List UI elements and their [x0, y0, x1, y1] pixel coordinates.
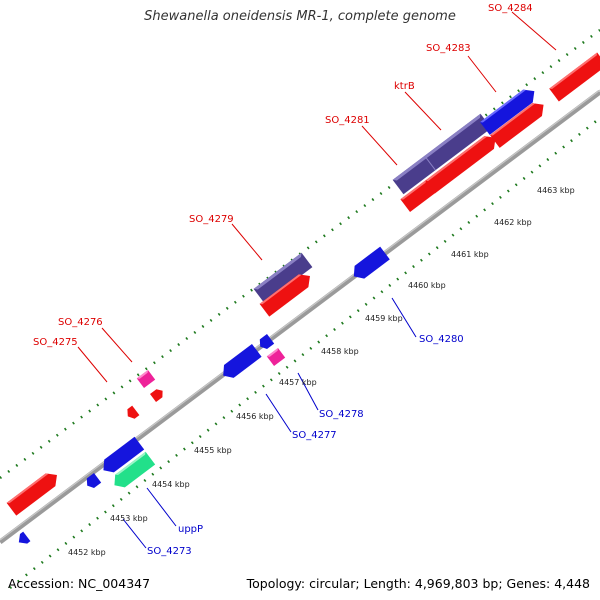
scale-label: 4455 kbp: [194, 446, 232, 455]
label-so4281[interactable]: SO_4281: [325, 115, 370, 126]
scale-label: 4459 kbp: [365, 314, 403, 323]
gene-blue-small[interactable]: [257, 333, 275, 351]
scale-label: 4463 kbp: [537, 186, 575, 195]
gene-red-4463[interactable]: [490, 98, 548, 148]
forward-strand-genes: [136, 85, 539, 389]
leader-ktrb: [404, 91, 442, 131]
gene-red-4456a[interactable]: [149, 387, 166, 403]
label-so4279[interactable]: SO_4279: [189, 214, 234, 225]
gene-blue-4453[interactable]: [84, 472, 102, 490]
leader-so4280: [391, 297, 417, 338]
genome-backbone-highlight: [0, 89, 600, 541]
label-uppp[interactable]: uppP: [178, 524, 203, 535]
label-so4283[interactable]: SO_4283: [426, 43, 471, 54]
scale-label: 4461 kbp: [451, 250, 489, 259]
gene-so4277[interactable]: [218, 343, 262, 382]
inner-tick-track: [9, 116, 600, 590]
leader-so4277: [265, 393, 292, 433]
map-title: Shewanella oneidensis MR-1, complete gen…: [144, 9, 456, 24]
genome-backbone: [0, 90, 600, 544]
gene-so4281-ktrb[interactable]: [392, 113, 492, 195]
label-ktrb[interactable]: ktrB: [394, 81, 415, 92]
gene-so4279[interactable]: [253, 252, 313, 304]
gene-red-4461[interactable]: [400, 179, 436, 213]
gene-so4273[interactable]: [15, 531, 31, 548]
leader-so4279: [231, 223, 263, 261]
scale-label: 4462 kbp: [494, 218, 532, 227]
leader-so4273: [122, 518, 147, 549]
label-so4273[interactable]: SO_4273: [147, 546, 192, 557]
leader-so4281: [361, 125, 398, 166]
gene-so4283[interactable]: [480, 85, 539, 135]
label-so4276[interactable]: SO_4276: [58, 317, 103, 328]
accession-text: Accession: NC_004347: [8, 576, 151, 591]
label-so4280[interactable]: SO_4280: [419, 334, 464, 345]
gene-red-4459[interactable]: [259, 270, 315, 317]
gene-labels: SO_4284 SO_4283 ktrB SO_4281 SO_4279 SO_…: [33, 3, 533, 557]
gene-so4278[interactable]: [266, 347, 286, 367]
gene-so4280[interactable]: [349, 246, 390, 283]
scale-label: 4453 kbp: [110, 514, 148, 523]
label-so4275[interactable]: SO_4275: [33, 337, 78, 348]
leader-so4275: [77, 346, 108, 383]
scale-label: 4454 kbp: [152, 480, 190, 489]
label-so4284[interactable]: SO_4284: [488, 3, 533, 14]
gene-red-4464[interactable]: [549, 52, 600, 102]
forward-strand-genes-inner: [6, 52, 600, 516]
label-so4278[interactable]: SO_4278: [319, 409, 364, 420]
label-so4277[interactable]: SO_4277: [292, 430, 337, 441]
scale-label: 4456 kbp: [236, 412, 274, 421]
gene-so4276[interactable]: [136, 369, 156, 389]
gene-red-4453[interactable]: [6, 469, 62, 516]
leader-lines: [77, 11, 557, 549]
reverse-strand-genes: [15, 246, 390, 548]
scale-label: 4458 kbp: [321, 347, 359, 356]
leader-so4284: [511, 11, 557, 51]
gene-uppp[interactable]: [110, 451, 156, 492]
leader-so4276: [101, 327, 133, 363]
gene-red-4462[interactable]: [425, 131, 500, 194]
genome-summary-text: Topology: circular; Length: 4,969,803 bp…: [246, 576, 590, 591]
gene-red-4455[interactable]: [124, 405, 140, 422]
scale-label: 4452 kbp: [68, 548, 106, 557]
gene-blue-4454[interactable]: [99, 436, 145, 477]
scale-labels: 4452 kbp 4453 kbp 4454 kbp 4455 kbp 4456…: [68, 186, 575, 557]
scale-label: 4457 kbp: [279, 378, 317, 387]
leader-so4283: [467, 55, 497, 93]
leader-so4278: [297, 372, 319, 411]
scale-label: 4460 kbp: [408, 281, 446, 290]
leader-uppp: [146, 487, 177, 527]
